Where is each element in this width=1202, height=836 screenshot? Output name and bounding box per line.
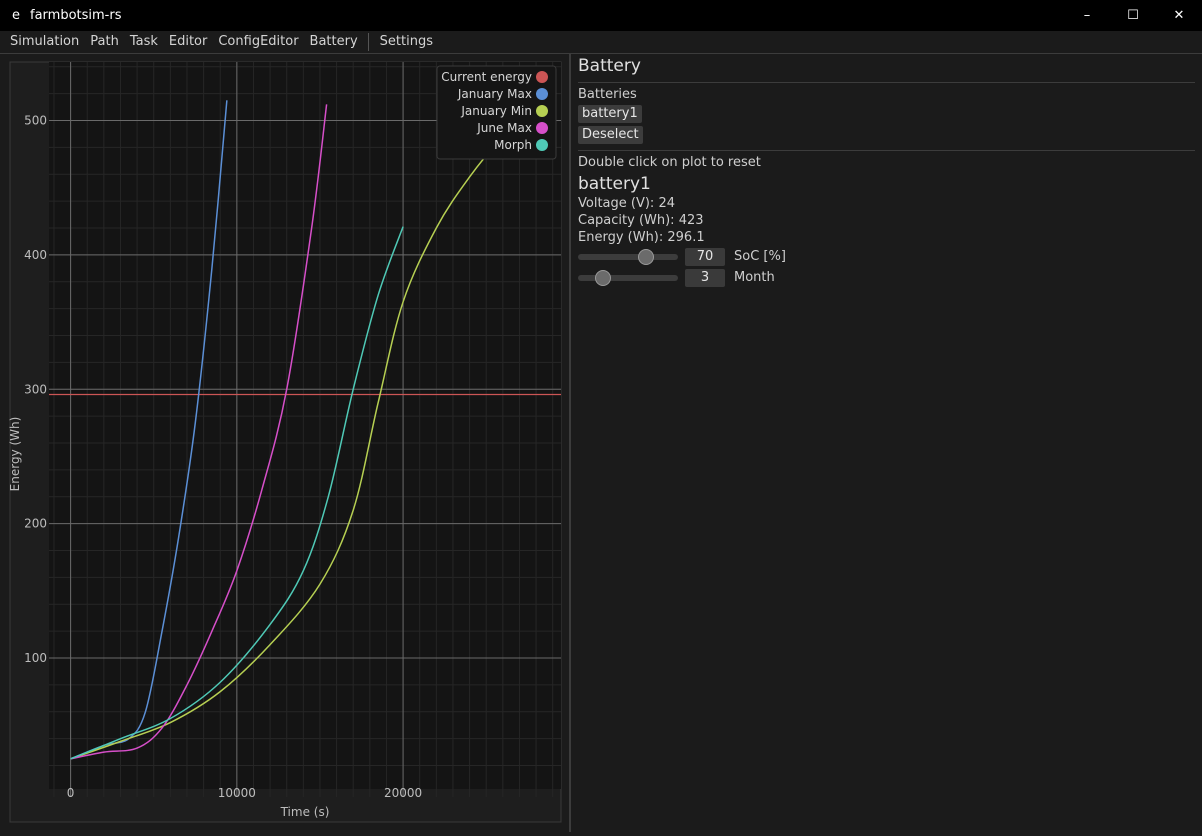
legend-label: Current energy <box>441 70 532 84</box>
y-tick-label: 200 <box>24 517 47 531</box>
legend-label: January Min <box>460 104 532 118</box>
plot-area[interactable] <box>49 62 561 789</box>
y-tick-label: 400 <box>24 248 47 262</box>
y-tick-label: 100 <box>24 651 47 665</box>
legend-label: June Max <box>476 121 532 135</box>
legend-swatch <box>536 139 548 151</box>
legend-label: January Max <box>457 87 532 101</box>
legend-swatch <box>536 71 548 83</box>
energy-plot[interactable]: 0 10000 20000 100 200 300 400 500 Time (s) Ene… <box>0 54 569 832</box>
legend-swatch <box>536 88 548 100</box>
window-title: farmbotsim-rs <box>30 8 122 23</box>
soc-slider-knob[interactable] <box>638 249 655 265</box>
panel-divider[interactable] <box>569 54 571 832</box>
section-divider <box>578 150 1195 151</box>
menu-simulation[interactable]: Simulation <box>10 34 80 49</box>
month-slider-knob[interactable] <box>595 270 612 286</box>
y-tick-label: 500 <box>24 114 47 128</box>
x-tick-label: 20000 <box>384 786 422 800</box>
energy-text: Energy (Wh): 296.1 <box>578 230 705 245</box>
series-layer <box>49 100 561 760</box>
menu-task[interactable]: Task <box>129 34 158 49</box>
voltage-text: Voltage (V): 24 <box>578 196 675 211</box>
x-tick-labels: 0 10000 20000 <box>67 786 422 800</box>
menu-separator <box>367 33 369 51</box>
legend-swatch <box>536 122 548 134</box>
month-slider-track[interactable] <box>578 275 678 281</box>
x-tick-label: 0 <box>67 786 75 800</box>
soc-value-field[interactable]: 70 <box>685 248 725 266</box>
y-tick-label: 300 <box>24 382 47 396</box>
menu-bar: Simulation Path Task Editor ConfigEditor… <box>0 31 1202 54</box>
series-january-min-line <box>70 113 529 760</box>
menu-settings[interactable]: Settings <box>379 34 433 49</box>
window-controls: – ☐ ✕ <box>1064 0 1202 31</box>
x-tick-label: 10000 <box>218 786 256 800</box>
reset-hint: Double click on plot to reset <box>578 155 761 170</box>
month-value-field[interactable]: 3 <box>685 269 725 287</box>
battery1-button[interactable]: battery1 <box>578 105 642 123</box>
series-june-max-line <box>70 104 328 760</box>
selected-battery-name: battery1 <box>578 174 651 194</box>
app-icon: e <box>12 8 20 23</box>
series-january-max-line <box>70 100 228 760</box>
deselect-button[interactable]: Deselect <box>578 126 643 144</box>
menu-editor[interactable]: Editor <box>168 34 208 49</box>
legend-box <box>436 65 557 160</box>
x-axis-label: Time (s) <box>280 805 330 819</box>
battery-panel: Battery Batteries battery1 Deselect Doub… <box>571 54 1202 832</box>
maximize-icon[interactable]: ☐ <box>1127 8 1139 23</box>
minimize-icon[interactable]: – <box>1083 8 1091 23</box>
title-bar: e farmbotsim-rs – ☐ ✕ <box>0 0 1202 31</box>
month-label: Month <box>734 270 775 285</box>
close-icon[interactable]: ✕ <box>1173 8 1185 23</box>
y-tick-labels: 100 200 300 400 500 <box>24 114 47 666</box>
y-axis-label: Energy (Wh) <box>8 417 22 492</box>
legend-label: Morph <box>494 138 532 152</box>
series-morph-line <box>70 226 404 760</box>
soc-label: SoC [%] <box>734 249 786 264</box>
menu-battery[interactable]: Battery <box>309 34 358 49</box>
batteries-label: Batteries <box>578 87 637 102</box>
panel-heading: Battery <box>578 56 641 76</box>
capacity-text: Capacity (Wh): 423 <box>578 213 704 228</box>
soc-slider-track[interactable] <box>578 254 678 260</box>
heading-divider <box>578 82 1195 83</box>
menu-path[interactable]: Path <box>90 34 119 49</box>
menu-configeditor[interactable]: ConfigEditor <box>218 34 299 49</box>
legend-swatch <box>536 105 548 117</box>
legend: Current energy January Max January Min June… <box>436 65 557 160</box>
plot-panel: 0 10000 20000 100 200 300 400 500 Time (s) Ene… <box>0 54 569 832</box>
